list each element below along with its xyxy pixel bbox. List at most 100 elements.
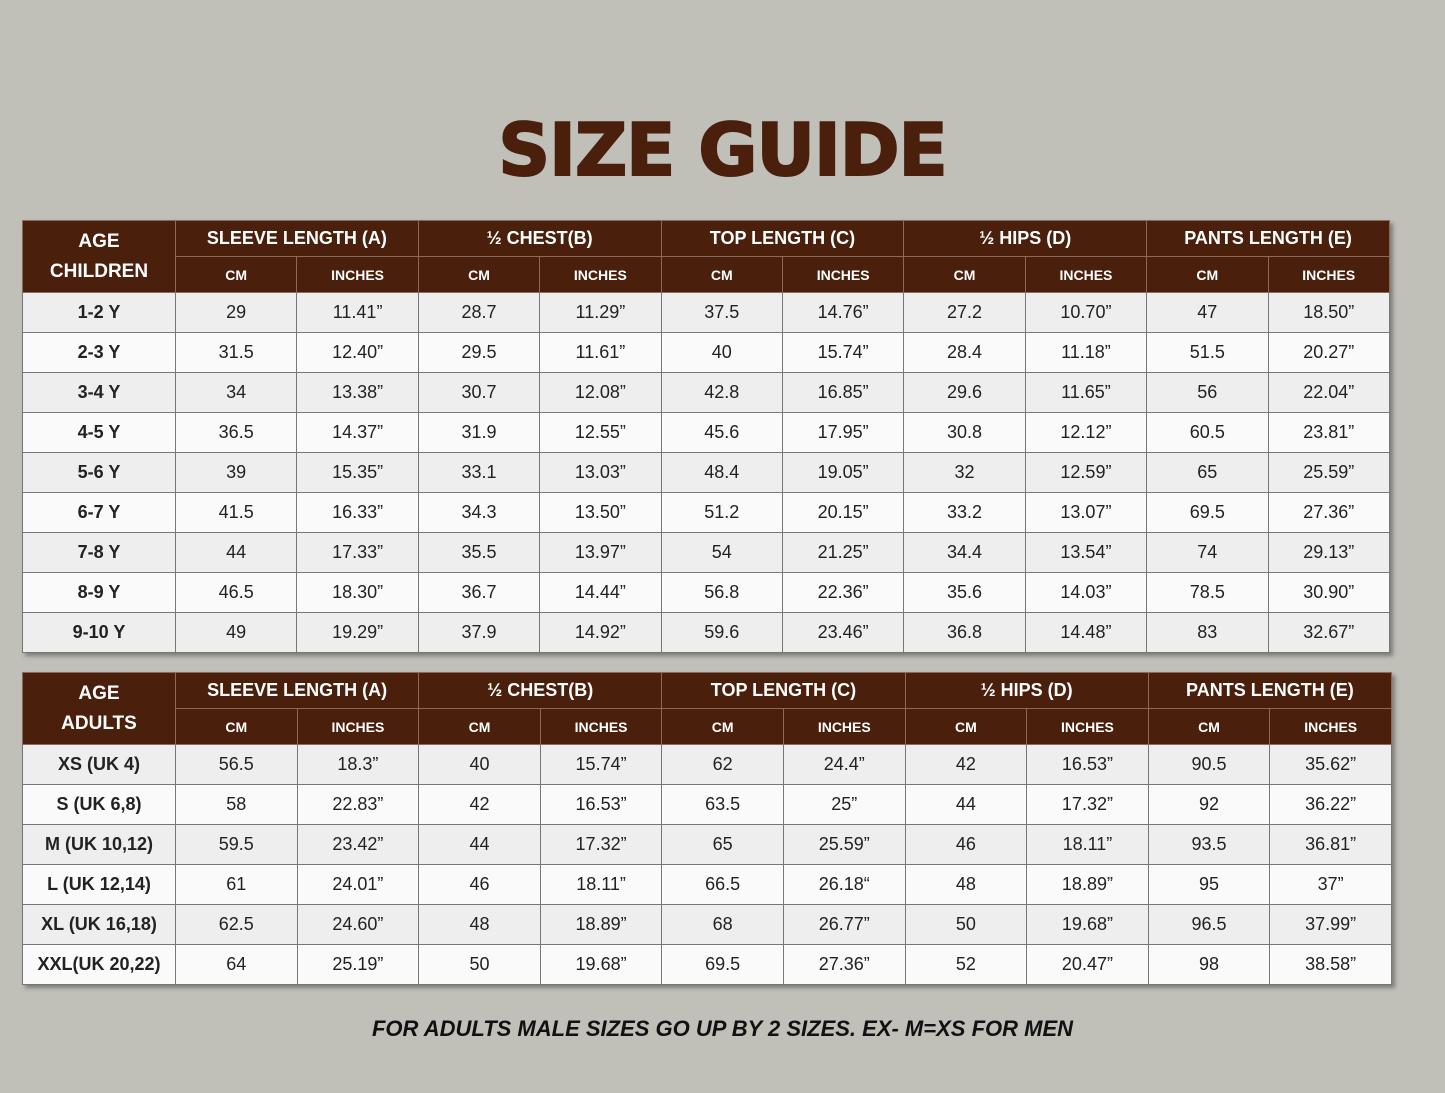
measurement-cell: 95 (1147, 864, 1271, 905)
size-label-cell: XS (UK 4) (22, 744, 176, 785)
measurement-cell: 74 (1146, 532, 1269, 573)
table-row: 4-5 Y 36.5 14.37” 31.9 12.55” 45.6 17.95” 30.8 1… (22, 412, 1391, 453)
measurement-cell: 13.50” (539, 492, 662, 533)
measurement-group-header: ½ HIPS (D) (903, 220, 1148, 257)
measurement-cell: 13.03” (539, 452, 662, 493)
measurement-cell: 30.7 (417, 372, 541, 413)
table-row: 3-4 Y 34 13.38” 30.7 12.08” 42.8 16.85” 29.6 11.… (22, 372, 1391, 413)
measurement-cell: 26.77” (782, 904, 906, 945)
measurement-cell: 27.36” (782, 944, 906, 985)
measurement-cell: 16.85” (781, 372, 905, 413)
measurement-cell: 93.5 (1147, 824, 1271, 865)
measurement-group-header: ½ CHEST(B) (417, 220, 662, 257)
measurement-cell: 17.33” (296, 532, 419, 573)
table-row: 8-9 Y 46.5 18.30” 36.7 14.44” 56.8 22.36” 35.6 1… (22, 572, 1391, 613)
table-row: 1-2 Y 29 11.41” 28.7 11.29” 37.5 14.76” 27.2 10.… (22, 292, 1391, 333)
measurement-cell: 37” (1269, 864, 1392, 905)
measurement-cell: 14.37” (296, 412, 419, 453)
measurement-cell: 17.32” (539, 824, 663, 865)
table-row: S (UK 6,8) 58 22.83” 42 16.53” 63.5 25” 44 17.32… (22, 784, 1392, 825)
measurement-cell: 16.53” (1026, 744, 1149, 785)
category-label: ADULTS (61, 712, 137, 734)
unit-header-cm: CM (660, 256, 783, 293)
measurement-cell: 36.22” (1269, 784, 1392, 825)
measurement-group-header: PANTS LENGTH (E) (1146, 220, 1390, 257)
measurement-cell: 44 (418, 824, 541, 865)
unit-header-inches: INCHES (1267, 256, 1391, 293)
measurement-cell: 13.07” (1024, 492, 1148, 533)
measurement-cell: 36.8 (903, 612, 1026, 653)
measurement-cell: 12.59” (1024, 452, 1148, 493)
measurement-cell: 35.5 (417, 532, 541, 573)
header-row-groups: AGE CHILDREN SLEEVE LENGTH (A) ½ CHEST(B) TO… (22, 220, 1390, 293)
unit-header-inches: INCHES (296, 256, 419, 293)
measurement-cell: 65 (661, 824, 784, 865)
measurement-cell: 20.47” (1026, 944, 1149, 985)
measurement-cell: 30.90” (1267, 572, 1391, 613)
measurement-cell: 22.83” (296, 784, 420, 825)
unit-header-cm: CM (418, 708, 541, 745)
measurement-cell: 15.74” (539, 744, 663, 785)
size-label-cell: M (UK 10,12) (22, 824, 176, 865)
measurement-cell: 29.6 (903, 372, 1026, 413)
table-body: XS (UK 4) 56.5 18.3” 40 15.74” 62 24.4” 42 16.53… (22, 744, 1392, 985)
age-header: AGE ADULTS (22, 672, 176, 745)
measurement-cell: 18.89” (1026, 864, 1149, 905)
measurement-cell: 16.53” (539, 784, 663, 825)
measurement-cell: 13.38” (296, 372, 419, 413)
size-label-cell: 3-4 Y (22, 372, 176, 413)
measurement-cell: 24.01” (296, 864, 420, 905)
size-label-cell: 2-3 Y (22, 332, 176, 373)
measurement-cell: 61 (175, 864, 298, 905)
measurement-cell: 56.5 (175, 744, 298, 785)
measurement-cell: 44 (174, 532, 298, 573)
measurement-cell: 33.1 (417, 452, 541, 493)
measurement-cell: 96.5 (1147, 904, 1271, 945)
measurement-cell: 36.81” (1269, 824, 1392, 865)
table-row: 7-8 Y 44 17.33” 35.5 13.97” 54 21.25” 34.4 13.54… (22, 532, 1391, 573)
measurement-cell: 11.41” (296, 292, 419, 333)
measurement-cell: 15.74” (781, 332, 905, 373)
table-header: AGE CHILDREN SLEEVE LENGTH (A) ½ CHEST(B) TO… (22, 220, 1391, 293)
page-title: SIZE GUIDE (497, 107, 948, 193)
measurement-cell: 62.5 (175, 904, 298, 945)
measurement-cell: 69.5 (1146, 492, 1269, 533)
measurement-cell: 34 (174, 372, 298, 413)
measurement-cell: 11.65” (1024, 372, 1148, 413)
measurement-cell: 40 (418, 744, 541, 785)
measurement-cell: 17.95” (781, 412, 905, 453)
measurement-cell: 90.5 (1147, 744, 1271, 785)
measurement-cell: 38.58” (1269, 944, 1392, 985)
table-row: L (UK 12,14) 61 24.01” 46 18.11” 66.5 26.18“ 48… (22, 864, 1392, 905)
unit-header-inches: INCHES (1026, 708, 1149, 745)
measurement-cell: 50 (904, 904, 1028, 945)
measurement-cell: 92 (1147, 784, 1271, 825)
measurement-cell: 19.29” (296, 612, 419, 653)
measurement-cell: 46.5 (174, 572, 298, 613)
measurement-cell: 50 (418, 944, 541, 985)
measurement-cell: 19.05” (781, 452, 905, 493)
measurement-group-header: PANTS LENGTH (E) (1147, 672, 1393, 709)
measurement-group-header: TOP LENGTH (C) (661, 672, 906, 709)
unit-header-cm: CM (174, 256, 298, 293)
measurement-cell: 78.5 (1146, 572, 1269, 613)
measurement-cell: 58 (175, 784, 298, 825)
unit-header-inches: INCHES (539, 256, 662, 293)
unit-header-inches: INCHES (1269, 708, 1392, 745)
unit-header-inches: INCHES (296, 708, 420, 745)
measurement-cell: 41.5 (174, 492, 298, 533)
header-row-groups: AGE ADULTS SLEEVE LENGTH (A) ½ CHEST(B) TOP … (22, 672, 1393, 745)
measurement-cell: 24.60” (296, 904, 420, 945)
measurement-group-header: SLEEVE LENGTH (A) (175, 220, 419, 257)
measurement-cell: 42.8 (660, 372, 783, 413)
measurement-cell: 35.6 (903, 572, 1026, 613)
children-size-table: AGE CHILDREN SLEEVE LENGTH (A) ½ CHEST(B) TO… (22, 220, 1391, 653)
unit-header-inches: INCHES (782, 708, 906, 745)
measurement-cell: 11.18” (1024, 332, 1148, 373)
measurement-cell: 18.11” (1026, 824, 1149, 865)
measurement-cell: 24.4” (782, 744, 906, 785)
measurement-cell: 66.5 (661, 864, 784, 905)
measurement-cell: 22.04” (1267, 372, 1391, 413)
measurement-cell: 36.7 (417, 572, 541, 613)
measurement-cell: 23.81” (1267, 412, 1391, 453)
